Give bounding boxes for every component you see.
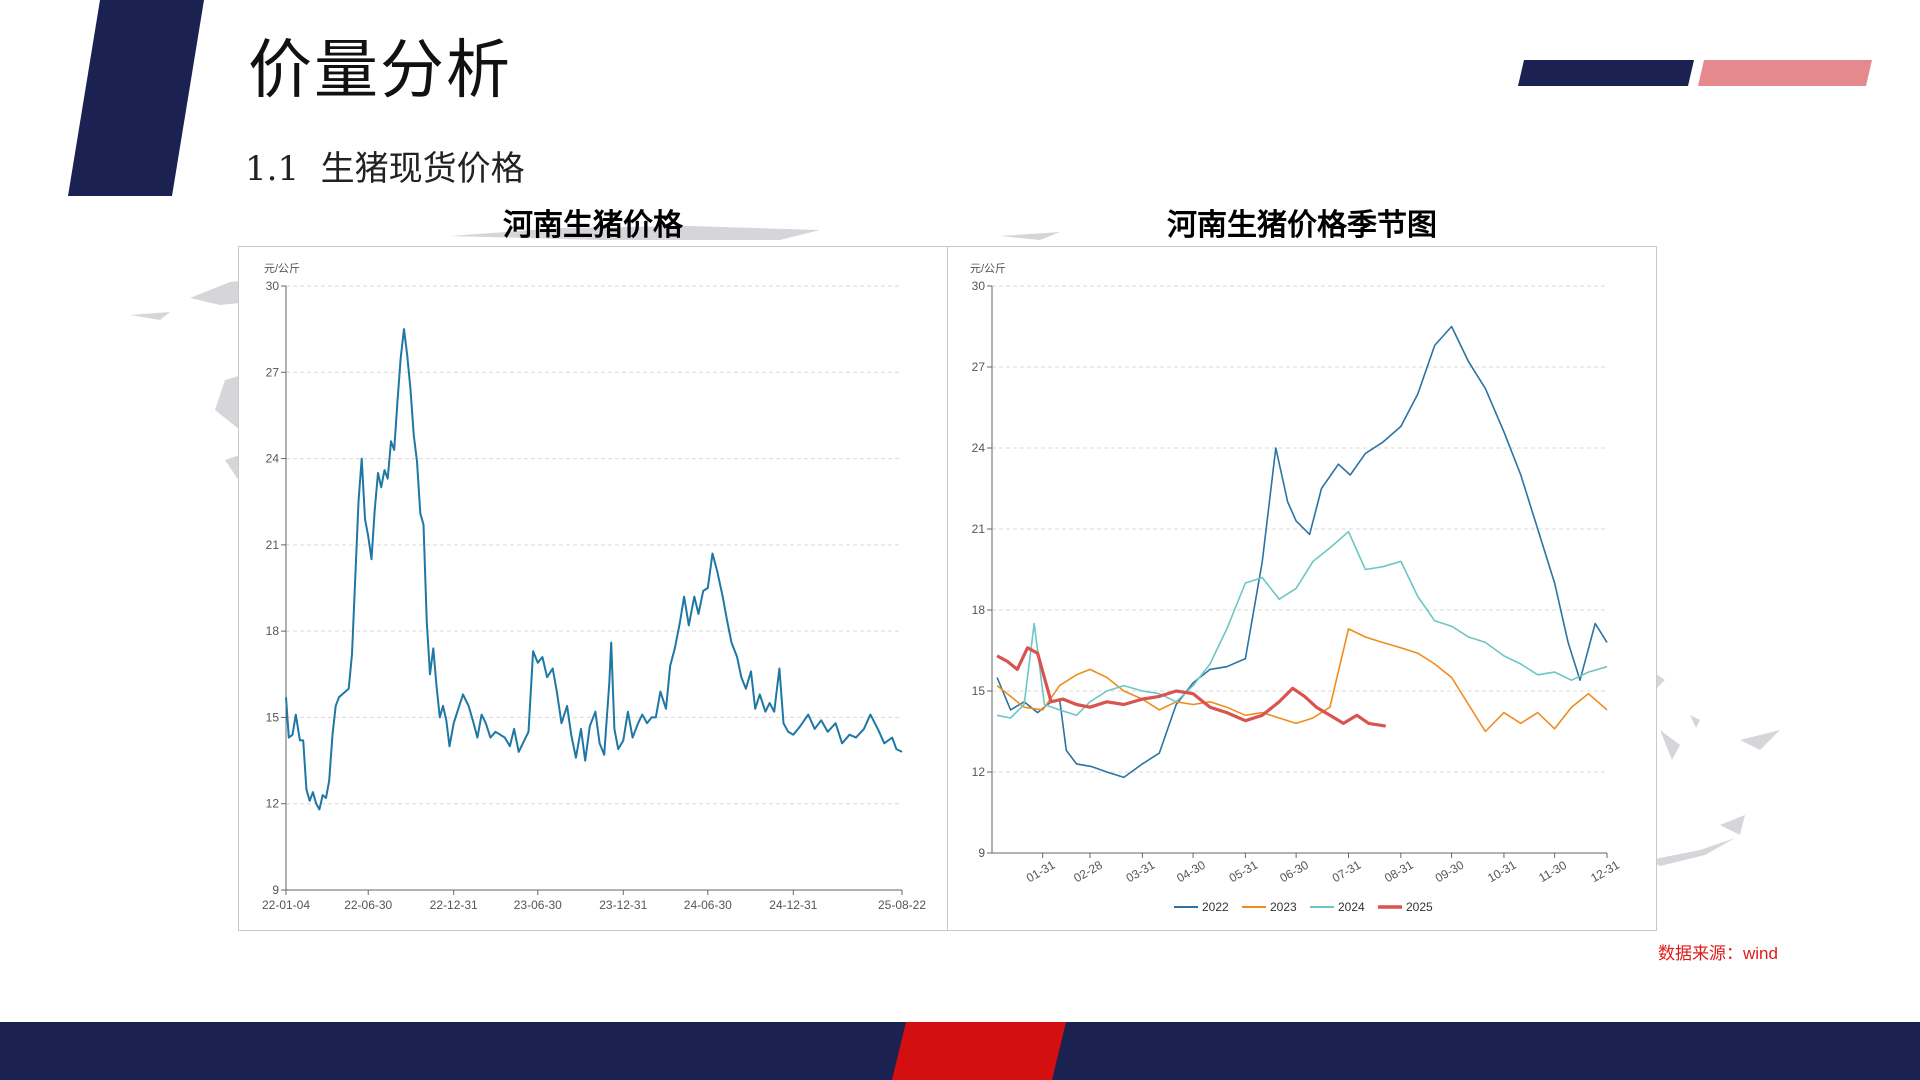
y-axis-unit-label: 元/公斤 [264,262,300,275]
y-tick-label: 21 [266,538,280,552]
x-tick-label: 22-06-30 [344,898,392,912]
legend-label-2024: 2024 [1338,900,1365,914]
header-accent-parallelogram [68,0,204,196]
chart-panel-henan-price: 元/公斤 9 12 15 18 21 24 27 30 22-01-04 22-06-30 22-12… [238,246,948,931]
x-tick-label: 23-12-31 [599,898,647,912]
y-tick-label: 24 [972,441,986,455]
y-tick-label: 9 [272,883,279,897]
x-tick-label: 22-12-31 [430,898,478,912]
x-tick-label: 09-30 [1433,858,1467,886]
series-line-2023 [996,628,1608,733]
header-accent-bars [1518,60,1872,86]
y-tick-label: 12 [266,797,280,811]
y-tick-label: 15 [972,684,986,698]
footer-banner [0,1022,1920,1080]
x-tick-label: 01-31 [1024,858,1058,886]
x-tick-label: 03-31 [1124,858,1158,886]
y-tick-label: 30 [266,279,280,293]
x-tick-label: 24-12-31 [769,898,817,912]
chart-title-henan-price: 河南生猪价格 [503,208,683,243]
legend-label-2025: 2025 [1406,900,1433,914]
legend-label-2022: 2022 [1202,900,1229,914]
y-tick-label: 18 [266,624,280,638]
x-tick-label: 06-30 [1277,858,1311,886]
y-tick-label: 21 [972,522,986,536]
y-tick-label: 15 [266,710,280,724]
x-tick-label: 05-31 [1227,858,1261,886]
y-tick-label: 12 [972,765,986,779]
data-source-note: 数据来源：wind [1658,944,1778,963]
y-tick-label: 18 [972,603,986,617]
y-tick-label: 27 [266,365,280,379]
x-tick-label: 07-31 [1330,858,1364,886]
y-tick-label: 9 [978,846,985,860]
slide-subtitle: 1.1 生猪现货价格 [245,149,525,189]
series-line-2022 [996,325,1608,779]
line-chart-henan-price: 元/公斤 9 12 15 18 21 24 27 30 22-01-04 22-06-30 22-12… [262,262,926,912]
x-tick-label: 10-31 [1485,858,1519,886]
x-tick-label: 24-06-30 [684,898,732,912]
legend-label-2023: 2023 [1270,900,1297,914]
y-tick-label: 27 [972,360,986,374]
x-tick-label: 08-31 [1382,858,1416,886]
x-tick-label: 25-08-22 [878,898,926,912]
x-tick-label: 12-31 [1588,858,1622,886]
series-line-2024 [996,530,1608,719]
slide-title: 价量分析 [248,34,512,108]
y-tick-label: 30 [972,279,986,293]
x-tick-label: 22-01-04 [262,898,310,912]
y-axis-unit-label: 元/公斤 [970,262,1006,275]
series-line-henan-price [285,328,903,811]
chart-panel-henan-seasonal: 元/公斤 9 12 15 18 21 24 27 30 01-31 02-28 03-31 04-30 0… [947,246,1657,931]
x-tick-label: 11-30 [1536,858,1569,885]
y-tick-label: 24 [266,452,280,466]
line-chart-henan-seasonal: 元/公斤 9 12 15 18 21 24 27 30 01-31 02-28 03-31 04-30 0… [970,262,1622,914]
chart-title-henan-seasonal: 河南生猪价格季节图 [1167,208,1437,243]
series-line-2025 [996,646,1386,728]
x-tick-label: 23-06-30 [514,898,562,912]
x-tick-label: 02-28 [1071,858,1105,886]
x-tick-label: 04-30 [1174,858,1208,886]
